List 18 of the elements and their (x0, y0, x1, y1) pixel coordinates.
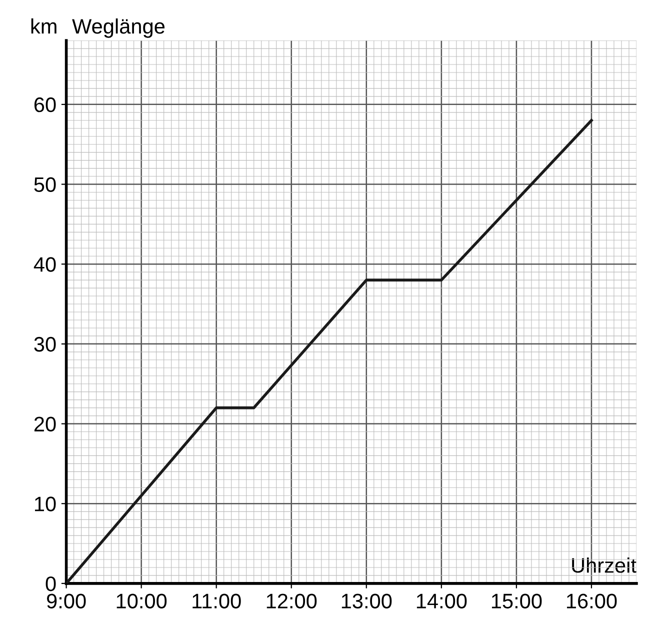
y-tick-label: 20 (34, 416, 56, 432)
y-axis-title: Weglänge (72, 18, 165, 38)
x-tick-label: 9:00 (47, 594, 86, 608)
y-tick-label: 60 (34, 97, 56, 112)
y-tick-label: 50 (34, 177, 56, 192)
y-tick-label: 0 (46, 576, 56, 592)
x-tick-label: 11:00 (192, 594, 241, 608)
text: km (31, 18, 56, 34)
y-tick-label: 10 (34, 496, 56, 512)
x-tick-label: 13:00 (342, 594, 392, 608)
x-tick-label: 15:00 (492, 594, 542, 608)
x-tick-label: 16:00 (566, 594, 617, 608)
y-tick-label: 40 (34, 257, 56, 272)
x-axis-title: Uhrzeit (572, 558, 636, 573)
y-tick-label: 30 (34, 336, 56, 352)
x-tick-label: 14:00 (416, 594, 467, 608)
x-tick-label: 12:00 (266, 594, 317, 608)
x-tick-label: 10:00 (116, 594, 167, 608)
